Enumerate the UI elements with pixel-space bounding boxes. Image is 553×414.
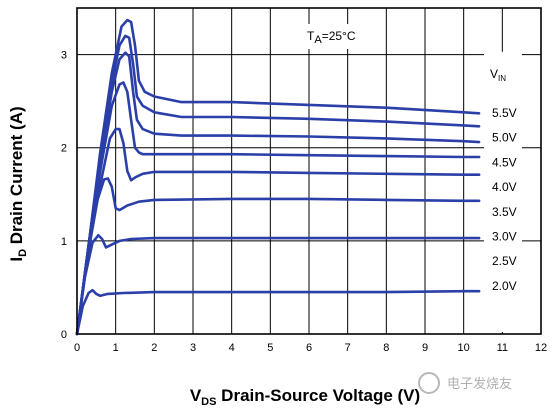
x-axis-title: VDS Drain-Source Voltage (V): [190, 386, 420, 408]
y-axis-title-sub: D: [17, 249, 29, 257]
x-tick-label: 10: [458, 342, 470, 354]
series-lines: [75, 18, 481, 336]
x-tick-labels: 0 1 2 3 4 5 6 7 8 9 10 11 12: [74, 342, 547, 354]
series-line-4_0V: [75, 81, 481, 336]
series-label: 2.0V: [492, 279, 517, 293]
x-tick-label: 3: [190, 342, 196, 354]
plot-frame: [76, 7, 542, 335]
x-tick-label: 5: [267, 342, 273, 354]
x-tick-label: 12: [535, 342, 547, 354]
x-tick-label: 6: [306, 342, 312, 354]
watermark-logo: 电子发烧友: [418, 372, 512, 394]
y-axis-title: ID Drain Current (A): [7, 106, 29, 261]
y-axis-title-rest: Drain Current (A): [7, 106, 26, 249]
series-label: 4.5V: [492, 155, 517, 169]
series-line-4_5V: [75, 51, 481, 336]
y-axis-title-main: I: [7, 257, 26, 262]
series-line-3_5V: [75, 127, 481, 336]
x-tick-label: 2: [151, 342, 157, 354]
annotation-sub: A: [314, 34, 322, 46]
x-tick-label: 4: [229, 342, 235, 354]
series-label: 3.5V: [492, 205, 517, 219]
annotation-background: [288, 24, 374, 49]
y-tick-labels: 0 1 2 3: [61, 50, 67, 341]
watermark-text: 电子发烧友: [447, 376, 512, 392]
annotation-rest: =25°C: [322, 29, 356, 43]
x-tick-label: 9: [422, 342, 428, 354]
x-axis-title-main: V: [190, 386, 202, 405]
series-label: 2.5V: [492, 254, 517, 268]
y-tick-label: 3: [61, 50, 67, 62]
legend-title: VIN: [490, 67, 506, 83]
series-line-2_0V: [75, 288, 481, 336]
series-labels: 5.5V 5.0V 4.5V 4.0V 3.5V 3.0V 2.5V 2.0V: [492, 106, 517, 293]
x-tick-label: 0: [74, 342, 80, 354]
series-label: 3.0V: [492, 230, 517, 244]
temperature-annotation: TA=25°C: [307, 29, 356, 46]
y-tick-label: 1: [61, 236, 67, 248]
x-axis-title-rest: Drain-Source Voltage (V): [216, 386, 420, 405]
series-line-3_0V: [75, 177, 481, 336]
x-tick-label: 1: [113, 342, 119, 354]
x-tick-label: 7: [345, 342, 351, 354]
series-label: 4.0V: [492, 180, 517, 194]
series-label: 5.0V: [492, 131, 517, 145]
x-axis-title-sub: DS: [201, 396, 216, 408]
x-tick-label: 11: [497, 342, 508, 354]
x-tick-label: 8: [383, 342, 389, 354]
y-tick-label: 2: [61, 143, 67, 155]
series-line-2_5V: [75, 234, 481, 336]
legend-title-main: V: [490, 67, 498, 81]
annotation-main: T: [307, 29, 315, 43]
series-label: 5.5V: [492, 106, 517, 120]
y-tick-label: 0: [61, 329, 67, 341]
legend-background: [484, 51, 522, 333]
legend-title-sub: IN: [498, 74, 506, 83]
